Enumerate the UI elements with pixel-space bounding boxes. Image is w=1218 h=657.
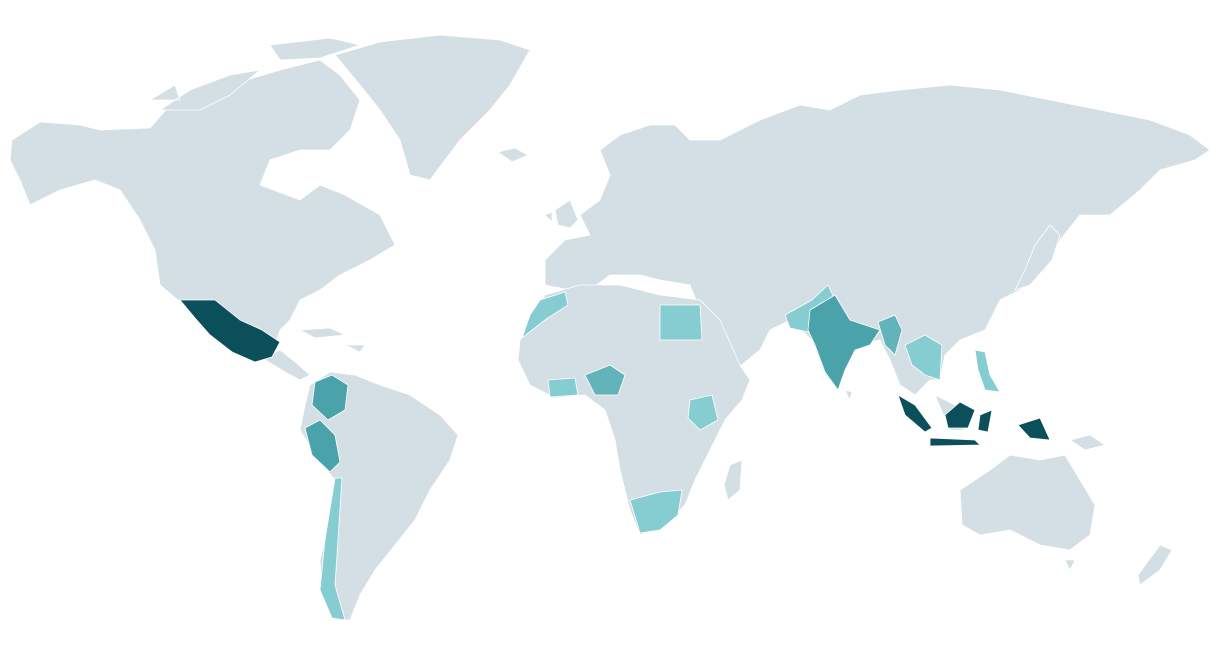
madagascar	[723, 459, 743, 501]
west-africa	[547, 377, 579, 398]
new-zealand	[1137, 544, 1173, 586]
philippines	[974, 349, 1001, 393]
kenya	[687, 394, 719, 431]
nigeria	[584, 364, 626, 396]
chile	[319, 477, 346, 621]
tasmania	[1064, 559, 1076, 571]
africa	[517, 284, 751, 536]
australia	[959, 454, 1096, 551]
caribbean	[299, 327, 366, 353]
japan	[1014, 224, 1061, 291]
india	[807, 294, 881, 391]
highlighted-countries	[179, 284, 1051, 621]
central-america	[261, 349, 311, 381]
indonesia	[897, 394, 1051, 447]
mexico	[179, 299, 281, 363]
arctic-islands	[149, 37, 361, 111]
myanmar	[877, 314, 903, 356]
morocco	[521, 291, 569, 339]
peru	[304, 419, 341, 473]
landmasses	[9, 34, 1211, 621]
thailand-vietnam	[904, 334, 943, 381]
egypt	[659, 304, 703, 341]
southeast-islands	[934, 394, 1106, 451]
greenland	[334, 34, 531, 181]
british-isles	[544, 199, 579, 229]
sri-lanka	[844, 389, 853, 401]
south-america	[299, 371, 459, 621]
colombia	[311, 374, 349, 421]
south-africa	[629, 489, 683, 534]
iceland	[497, 147, 529, 163]
